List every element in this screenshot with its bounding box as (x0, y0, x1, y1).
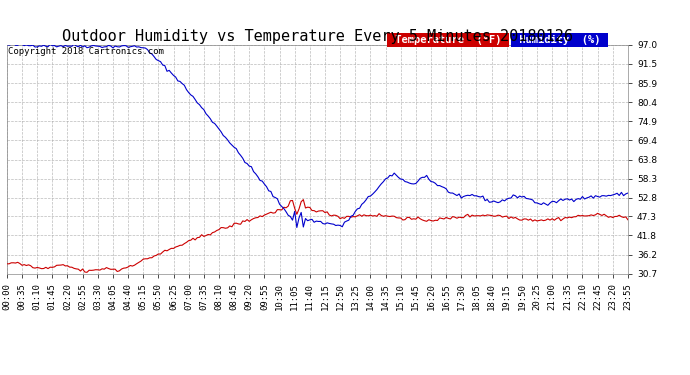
Text: Humidity  (%): Humidity (%) (513, 35, 607, 45)
Text: Copyright 2018 Cartronics.com: Copyright 2018 Cartronics.com (8, 47, 164, 56)
Text: Temperature  (°F): Temperature (°F) (389, 35, 508, 45)
Title: Outdoor Humidity vs Temperature Every 5 Minutes 20180126: Outdoor Humidity vs Temperature Every 5 … (62, 29, 573, 44)
